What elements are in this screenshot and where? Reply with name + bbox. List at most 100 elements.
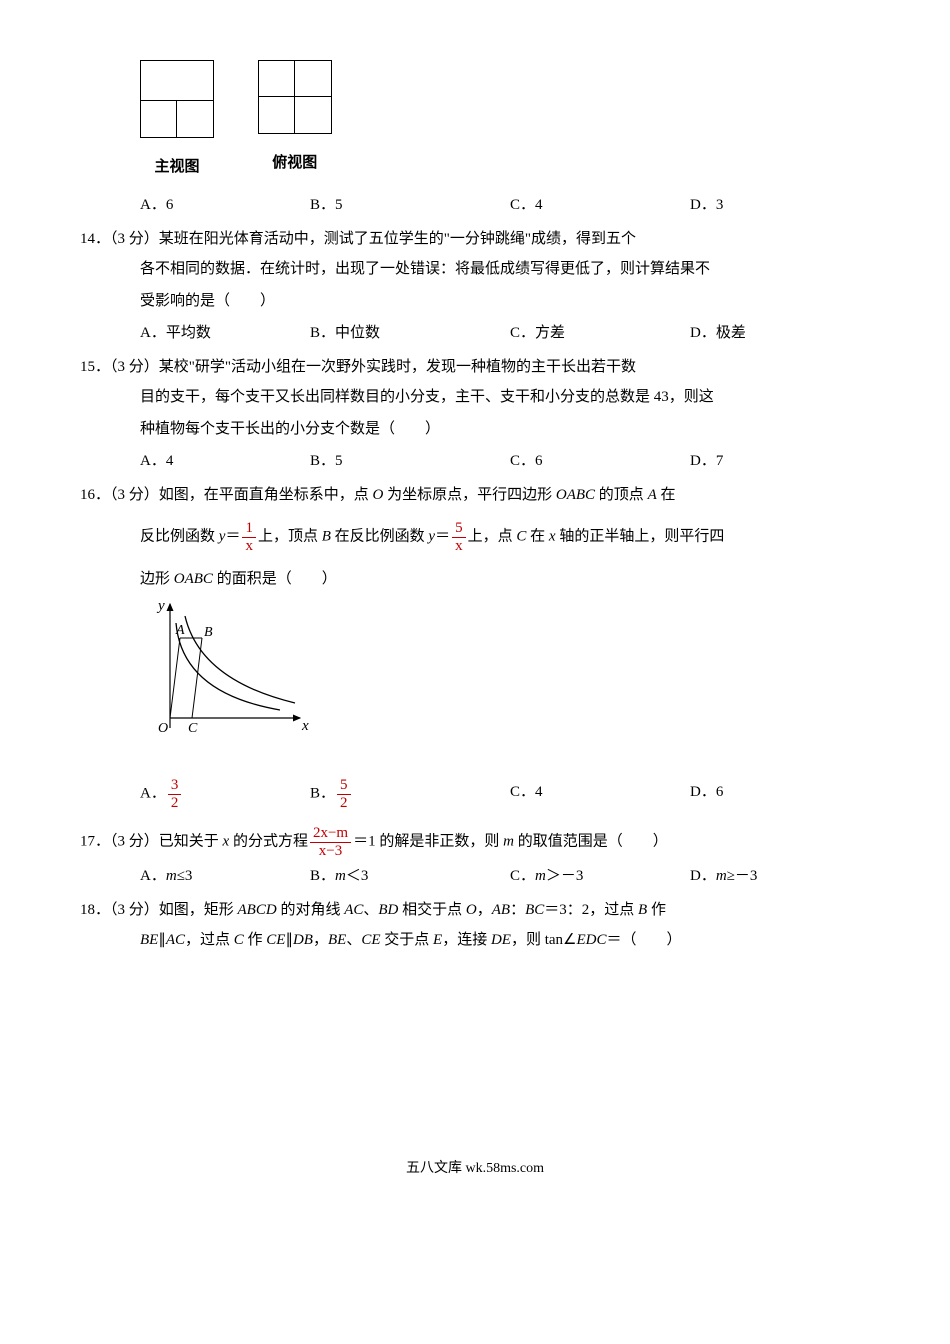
q17-a-pre: A． bbox=[140, 868, 166, 884]
q16: 16．（3 分）如图，在平面直角坐标系中，点 O 为坐标原点，平行四边形 OAB… bbox=[80, 480, 870, 594]
q16-opt-a: A．32 bbox=[140, 777, 310, 811]
q15-opt-a: A．4 bbox=[140, 446, 310, 476]
q17-opt-b: B．m＜3 bbox=[310, 861, 510, 891]
q16-l2-c: C bbox=[516, 528, 526, 544]
q18-l2-edc: EDC bbox=[576, 932, 606, 948]
q16-opt-c: C．4 bbox=[510, 777, 690, 811]
q15-opt-d: D．7 bbox=[690, 446, 860, 476]
q18-l1-ac: AC bbox=[344, 902, 363, 918]
q17-c-end: ＞－3 bbox=[546, 868, 584, 884]
q17-c-pre: C． bbox=[510, 868, 535, 884]
q16-l1-m1: 为坐标原点，平行四边形 bbox=[383, 487, 556, 503]
q16-l1-oabc: OABC bbox=[556, 487, 595, 503]
q15-opt-b: B．5 bbox=[310, 446, 510, 476]
q18-l1-abcd: ABCD bbox=[238, 902, 277, 918]
q14-opt-b: B．中位数 bbox=[310, 318, 510, 348]
q17-a-m: m bbox=[166, 868, 177, 884]
q15-options: A．4 B．5 C．6 D．7 bbox=[140, 446, 870, 476]
q18-l2-e: E bbox=[433, 932, 442, 948]
q16-l2-eq1: ＝ bbox=[225, 528, 240, 544]
q18: 18．（3 分）如图，矩形 ABCD 的对角线 AC、BD 相交于点 O，AB：… bbox=[80, 895, 870, 955]
q17-d-end: ≥－3 bbox=[727, 868, 758, 884]
q18-l2-m1: ，过点 bbox=[185, 932, 234, 948]
q16-frac1: 1x bbox=[242, 520, 256, 554]
q14-opt-c: C．方差 bbox=[510, 318, 690, 348]
q14: 14．（3 分）某班在阳光体育活动中，测试了五位学生的"一分钟跳绳"成绩，得到五… bbox=[80, 224, 870, 316]
q17-c-m: m bbox=[535, 868, 546, 884]
main-view-figure: 主视图 bbox=[140, 60, 214, 182]
q13-opt-b: B．5 bbox=[310, 190, 510, 220]
q16-l1-o: O bbox=[373, 487, 384, 503]
q17-opt-c: C．m＞－3 bbox=[510, 861, 690, 891]
q17-b-end: ＜3 bbox=[346, 868, 369, 884]
q18-l2-m5: ，连接 bbox=[442, 932, 491, 948]
q17-d-m: m bbox=[716, 868, 727, 884]
q17-eq: ＝1 的解是非正数，则 bbox=[353, 833, 503, 849]
q18-l1-pre: 18．（3 分）如图，矩形 bbox=[80, 902, 238, 918]
q16-l1-m2: 的顶点 bbox=[595, 487, 648, 503]
q16-graph: y x A B O C bbox=[140, 598, 870, 769]
q17-frac-den: x−3 bbox=[310, 843, 351, 860]
q18-l2-m2: 作 bbox=[244, 932, 267, 948]
q16-line3: 边形 OABC 的面积是（ ） bbox=[140, 564, 870, 594]
q18-l2-be2: BE bbox=[328, 932, 346, 948]
q16-line2: 反比例函数 y＝1x上，顶点 B 在反比例函数 y＝5x上，点 C 在 x 轴的… bbox=[140, 520, 870, 554]
q17-b-pre: B． bbox=[310, 868, 335, 884]
figures-row: 主视图 俯视图 bbox=[140, 60, 870, 182]
q15-line2: 目的支干，每个支干又长出同样数目的小分支，主干、支干和小分支的总数是 43，则这 bbox=[140, 382, 870, 412]
q13-opt-c: C．4 bbox=[510, 190, 690, 220]
svg-text:B: B bbox=[204, 625, 213, 640]
q16-b-den: 2 bbox=[337, 795, 351, 812]
q18-l2-end: ＝（ ） bbox=[606, 932, 681, 948]
q18-l2-m3: ， bbox=[313, 932, 328, 948]
q17-line1: 17．（3 分）已知关于 x 的分式方程2x−mx−3＝1 的解是非正数，则 m… bbox=[80, 825, 870, 859]
main-view-label: 主视图 bbox=[140, 152, 214, 182]
svg-text:O: O bbox=[158, 721, 168, 736]
q18-l1-end2: 作 bbox=[647, 902, 666, 918]
top-view-figure: 俯视图 bbox=[258, 60, 332, 178]
q13-opt-a: A．6 bbox=[140, 190, 310, 220]
q14-options: A．平均数 B．中位数 C．方差 D．极差 bbox=[140, 318, 870, 348]
q18-line1: 18．（3 分）如图，矩形 ABCD 的对角线 AC、BD 相交于点 O，AB：… bbox=[80, 895, 870, 925]
q18-l1-b: B bbox=[638, 902, 647, 918]
q18-l2-ce2: CE bbox=[361, 932, 380, 948]
q16-frac1-den: x bbox=[242, 538, 256, 555]
q14-line3: 受影响的是（ ） bbox=[140, 286, 870, 316]
q18-l2-p1: ∥ bbox=[158, 932, 166, 948]
q14-line1: 14．（3 分）某班在阳光体育活动中，测试了五位学生的"一分钟跳绳"成绩，得到五… bbox=[80, 224, 870, 254]
q16-a-den: 2 bbox=[168, 795, 182, 812]
q18-l2-sep: 、 bbox=[346, 932, 361, 948]
q17-pre: 17．（3 分）已知关于 bbox=[80, 833, 223, 849]
q16-frac2: 5x bbox=[452, 520, 466, 554]
q16-line1: 16．（3 分）如图，在平面直角坐标系中，点 O 为坐标原点，平行四边形 OAB… bbox=[80, 480, 870, 510]
q16-l2-m2: 在反比例函数 bbox=[331, 528, 429, 544]
q16-opt-b: B．52 bbox=[310, 777, 510, 811]
q16-opt-d: D．6 bbox=[690, 777, 860, 811]
q14-line2: 各不相同的数据．在统计时，出现了一处错误：将最低成绩写得更低了，则计算结果不 bbox=[140, 254, 870, 284]
svg-text:y: y bbox=[156, 598, 165, 614]
q13-options: A．6 B．5 C．4 D．3 bbox=[140, 190, 870, 220]
q18-l1-col: ： bbox=[510, 902, 525, 918]
q18-l1-o: O bbox=[466, 902, 477, 918]
q16-l2-x: x bbox=[549, 528, 556, 544]
q18-l2-de: DE bbox=[491, 932, 511, 948]
q18-l2-c: C bbox=[234, 932, 244, 948]
q16-l1-m3: 在 bbox=[657, 487, 676, 503]
q15-opt-c: C．6 bbox=[510, 446, 690, 476]
q17-frac: 2x−mx−3 bbox=[310, 825, 351, 859]
q17-opt-d: D．m≥－3 bbox=[690, 861, 860, 891]
q18-l1-sep: 、 bbox=[363, 902, 378, 918]
q16-options: A．32 B．52 C．4 D．6 bbox=[140, 777, 870, 811]
q17: 17．（3 分）已知关于 x 的分式方程2x−mx−3＝1 的解是非正数，则 m… bbox=[80, 825, 870, 859]
svg-text:C: C bbox=[188, 721, 198, 736]
q18-l2-m4: 交于点 bbox=[381, 932, 434, 948]
q16-l1-a: A bbox=[648, 487, 657, 503]
top-view-label: 俯视图 bbox=[258, 148, 332, 178]
q16-l2-eq2: ＝ bbox=[435, 528, 450, 544]
q16-l2-b: B bbox=[322, 528, 331, 544]
q15: 15．（3 分）某校"研学"活动小组在一次野外实践时，发现一种植物的主干长出若干… bbox=[80, 352, 870, 444]
q17-mid: 的分式方程 bbox=[229, 833, 308, 849]
q18-l2-ac: AC bbox=[166, 932, 185, 948]
q18-l2-db: DB bbox=[293, 932, 313, 948]
q18-l2-p2: ∥ bbox=[285, 932, 293, 948]
